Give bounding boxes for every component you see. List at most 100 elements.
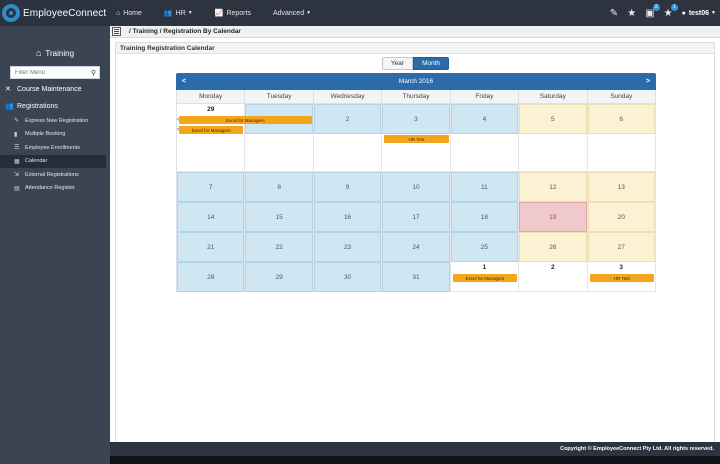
favorites-badge: 1 bbox=[670, 3, 678, 11]
event-title: Excel for Managers bbox=[465, 275, 505, 281]
star-icon[interactable]: ★ bbox=[627, 7, 637, 19]
calendar: < March 2016 > Monday Tuesday Wednesday Thu… bbox=[176, 73, 656, 292]
calendar-week-row: 21 22 23 24 25 26 27 bbox=[177, 232, 656, 262]
register-icon: ▤ bbox=[14, 185, 20, 192]
event-bar[interactable]: Excel for Managers bbox=[452, 274, 518, 282]
calendar-day-cell[interactable]: 29 bbox=[177, 104, 246, 171]
calendar-day-cell[interactable]: 5 bbox=[519, 104, 588, 171]
sidebar-title[interactable]: ⌂ Training bbox=[0, 41, 110, 65]
weekday-monday: Monday bbox=[177, 90, 246, 103]
calendar-day-cell[interactable]: 1 bbox=[245, 104, 314, 171]
day-number: 14 bbox=[177, 202, 245, 232]
inbox-icon[interactable]: ▣ 2 bbox=[645, 3, 660, 19]
calendar-day-cell[interactable]: 31 bbox=[382, 262, 451, 292]
sidebar-item-express-new-registration[interactable]: ✎ Express New Registration bbox=[0, 114, 110, 128]
sidebar-item-label: Employee Enrollments bbox=[25, 144, 81, 151]
calendar-panel: Training Registration Calendar Year Mont… bbox=[115, 42, 715, 442]
user-menu[interactable]: ● test06 ▼ bbox=[682, 10, 716, 17]
calendar-day-cell[interactable]: 23 bbox=[313, 232, 383, 262]
sidebar-item-calendar[interactable]: ▦ Calendar bbox=[0, 154, 106, 168]
nav-item-label: HR bbox=[175, 9, 186, 17]
day-number: 3 bbox=[382, 104, 450, 134]
calendar-day-cell[interactable]: 9 bbox=[313, 172, 383, 202]
breadcrumb: / Training / Registration By Calendar bbox=[129, 28, 241, 35]
weekday-tuesday: Tuesday bbox=[245, 90, 314, 103]
calendar-day-cell[interactable]: 1 bbox=[450, 262, 520, 291]
event-bar[interactable]: ‹ Excel for Managers bbox=[177, 126, 244, 134]
calendar-day-cell[interactable]: 22 bbox=[245, 232, 314, 262]
calendar-day-cell[interactable]: 25 bbox=[450, 232, 520, 262]
wand-icon: ✎ bbox=[14, 118, 20, 125]
day-number: 22 bbox=[245, 232, 313, 262]
menu-toggle-icon[interactable] bbox=[112, 27, 121, 36]
calendar-day-cell[interactable]: 19 bbox=[519, 202, 588, 232]
calendar-day-cell[interactable]: 18 bbox=[450, 202, 520, 232]
event-title: HR Test bbox=[613, 275, 630, 281]
day-number: 17 bbox=[382, 202, 450, 232]
calendar-day-cell[interactable]: 28 bbox=[177, 262, 246, 292]
filter-menu-input[interactable] bbox=[15, 69, 85, 76]
sidebar-item-label: Express New Registration bbox=[25, 117, 89, 124]
next-month-button[interactable]: > bbox=[645, 78, 650, 85]
calendar-day-cell[interactable]: 4 bbox=[450, 104, 520, 171]
calendar-day-cell[interactable]: 29 bbox=[245, 262, 314, 292]
calendar-day-cell[interactable]: 27 bbox=[587, 232, 656, 262]
event-bar[interactable]: HR Test bbox=[589, 274, 654, 282]
sidebar-item-employee-enrollments[interactable]: ☰ Employee Enrollments bbox=[0, 141, 110, 155]
calendar-day-cell[interactable]: 21 bbox=[177, 232, 246, 262]
calendar-day-cell[interactable]: 3 bbox=[587, 262, 656, 291]
calendar-day-cell[interactable]: 7 bbox=[177, 172, 246, 202]
calendar-day-cell[interactable]: 12 bbox=[519, 172, 588, 202]
brand-name: EmployeeConnect bbox=[23, 7, 107, 19]
calendar-day-cell[interactable]: 8 bbox=[245, 172, 314, 202]
nav-item-reports[interactable]: 📈 Reports bbox=[215, 9, 251, 18]
search-icon[interactable]: ⚲ bbox=[90, 69, 96, 77]
calendar-day-cell[interactable]: 15 bbox=[245, 202, 314, 232]
calendar-day-cell[interactable]: 26 bbox=[519, 232, 588, 262]
nav-item-advanced[interactable]: Advanced ▼ bbox=[273, 10, 311, 17]
day-number: 26 bbox=[519, 232, 587, 262]
sidebar-section-course-maintenance[interactable]: ✕ Course Maintenance bbox=[0, 82, 110, 96]
calendar-week-row: 29123456 ‹ Excel for Managers ‹ Excel for Ma… bbox=[177, 104, 656, 172]
day-number: 7 bbox=[177, 172, 245, 202]
event-bar[interactable]: ‹ Excel for Managers bbox=[177, 116, 312, 124]
calendar-day-cell[interactable]: 3 bbox=[382, 104, 451, 171]
user-name: test06 bbox=[688, 9, 710, 17]
weekday-wednesday: Wednesday bbox=[314, 90, 383, 103]
external-icon: ⇲ bbox=[14, 172, 20, 179]
year-view-button[interactable]: Year bbox=[382, 57, 413, 70]
calendar-week-row: 7 8 9 10 11 12 13 bbox=[177, 172, 656, 202]
calendar-day-cell[interactable]: 24 bbox=[382, 232, 451, 262]
sidebar-item-multiple-booking[interactable]: ▮ Multiple Booking bbox=[0, 128, 110, 142]
calendar-day-cell[interactable]: 14 bbox=[177, 202, 246, 232]
brand[interactable]: EmployeeConnect bbox=[0, 0, 110, 26]
pencil-icon[interactable]: ✎ bbox=[609, 7, 619, 19]
day-number: 15 bbox=[245, 202, 313, 232]
month-view-button[interactable]: Month bbox=[413, 57, 449, 70]
sidebar-item-external-registrations[interactable]: ⇲ External Registrations bbox=[0, 168, 110, 182]
chevron-down-icon: ▼ bbox=[306, 10, 312, 16]
nav-item-home[interactable]: ⌂ Home bbox=[116, 10, 142, 17]
calendar-week-row: 14 15 16 17 18 19 20 bbox=[177, 202, 656, 232]
calendar-day-cell[interactable]: 10 bbox=[382, 172, 451, 202]
calendar-day-cell[interactable]: 13 bbox=[587, 172, 656, 202]
calendar-day-cell[interactable]: 2 bbox=[519, 262, 588, 291]
nav-item-hr[interactable]: 👥 HR ▼ bbox=[164, 9, 193, 18]
calendar-day-cell[interactable]: 11 bbox=[450, 172, 520, 202]
calendar-day-cell[interactable]: 2 bbox=[313, 104, 383, 171]
event-title: Excel for Managers bbox=[191, 127, 231, 133]
calendar-day-cell[interactable]: 30 bbox=[313, 262, 383, 292]
continue-left-icon: ‹ bbox=[177, 127, 179, 133]
calendar-icon: ▦ bbox=[14, 158, 20, 165]
sidebar-item-attendance-register[interactable]: ▤ Attendance Register bbox=[0, 182, 110, 196]
event-bar[interactable]: HR Test bbox=[384, 135, 449, 143]
calendar-day-cell[interactable]: 16 bbox=[313, 202, 383, 232]
calendar-day-cell[interactable]: 20 bbox=[587, 202, 656, 232]
sidebar-section-registrations[interactable]: 👥 Registrations bbox=[0, 99, 110, 113]
breadcrumb-bar: / Training / Registration By Calendar bbox=[110, 26, 720, 38]
calendar-day-cell[interactable]: 17 bbox=[382, 202, 451, 232]
main-content: / Training / Registration By Calendar Tr… bbox=[110, 26, 720, 442]
prev-month-button[interactable]: < bbox=[182, 78, 187, 85]
favorites-icon[interactable]: ★ 1 bbox=[663, 3, 678, 19]
calendar-day-cell[interactable]: 6 bbox=[587, 104, 656, 171]
